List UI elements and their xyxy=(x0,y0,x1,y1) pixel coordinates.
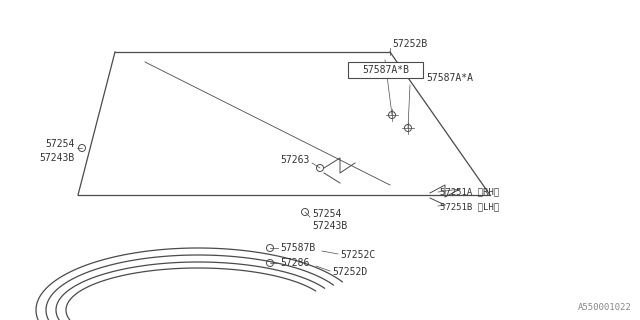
Text: 57252D: 57252D xyxy=(332,267,367,277)
Text: A550001022: A550001022 xyxy=(579,303,632,312)
Text: 57252B: 57252B xyxy=(392,39,428,49)
Text: 57251B 〈LH〉: 57251B 〈LH〉 xyxy=(440,203,499,212)
Bar xyxy=(348,62,423,78)
Text: 57587B: 57587B xyxy=(280,243,316,253)
Text: 57254: 57254 xyxy=(45,139,75,149)
Text: 57587A*A: 57587A*A xyxy=(426,73,473,83)
Text: 57251A 〈RH〉: 57251A 〈RH〉 xyxy=(440,188,499,196)
Text: 57243B: 57243B xyxy=(40,153,75,163)
Text: 57286: 57286 xyxy=(280,258,309,268)
Text: 57587A*B: 57587A*B xyxy=(362,65,409,75)
Text: 57243B: 57243B xyxy=(312,221,348,231)
Text: 57254: 57254 xyxy=(312,209,341,219)
Text: 57263: 57263 xyxy=(280,155,310,165)
Text: 57252C: 57252C xyxy=(340,250,375,260)
